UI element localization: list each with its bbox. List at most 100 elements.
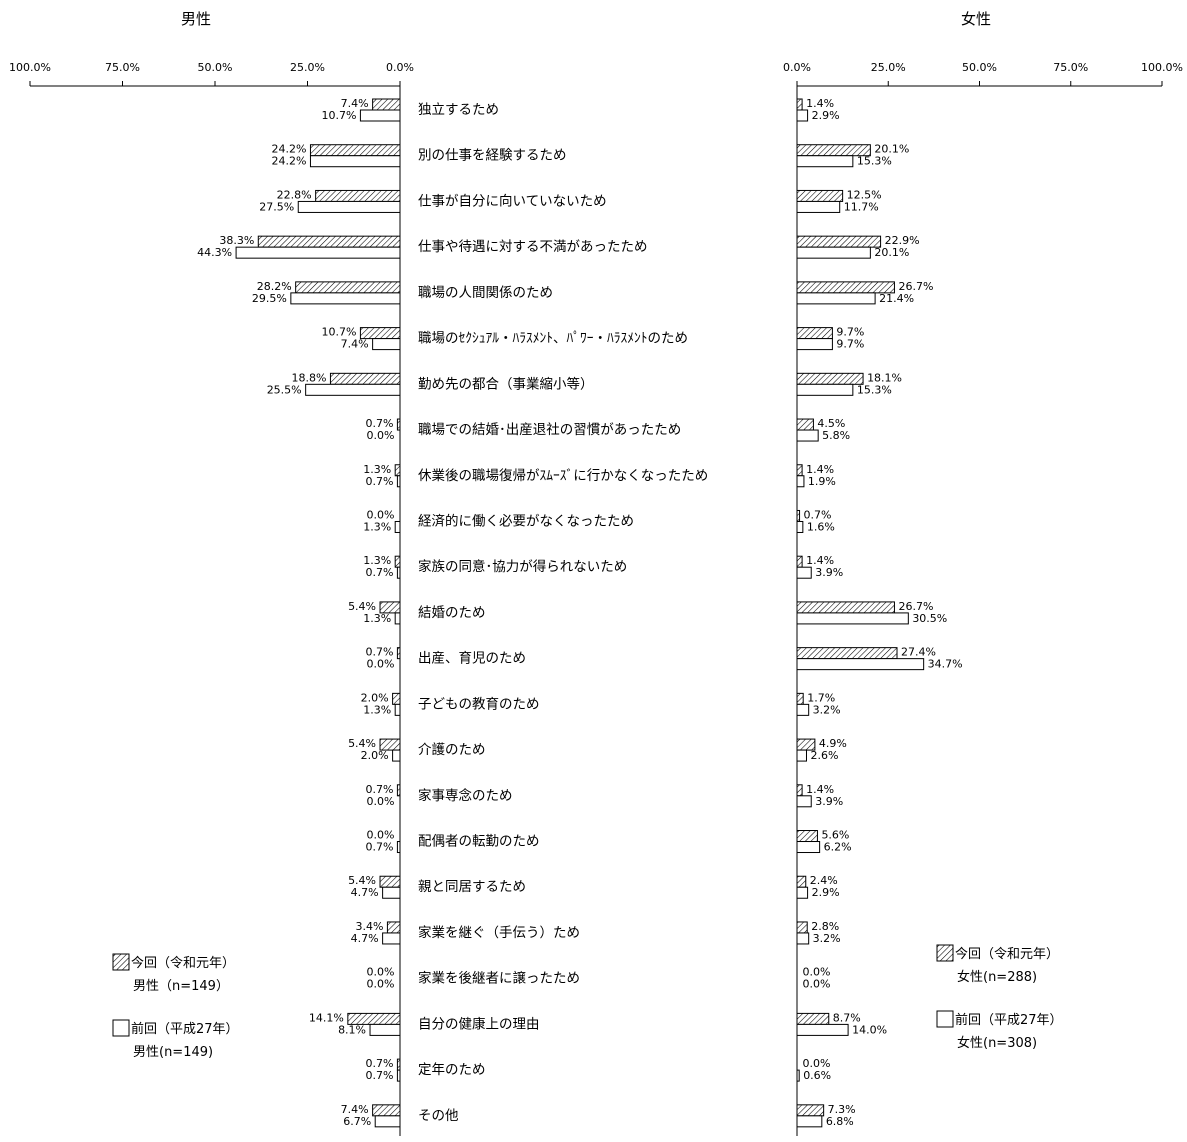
value-label-previous: 0.0% <box>803 978 831 991</box>
value-label-current: 38.3% <box>219 234 254 247</box>
panel-title-male: 男性 <box>181 10 211 28</box>
bar-previous <box>796 429 819 442</box>
bar-current <box>796 921 808 934</box>
value-label-current: 0.0% <box>367 508 395 521</box>
value-label-current: 9.7% <box>836 326 864 339</box>
bar-current <box>796 692 804 705</box>
value-label-previous: 0.0% <box>367 978 395 991</box>
bar-current <box>796 784 803 797</box>
value-label-current: 10.7% <box>321 326 356 339</box>
value-label-current: 12.5% <box>847 188 882 201</box>
value-label-current: 7.4% <box>341 1103 369 1116</box>
value-label-previous: 4.7% <box>351 932 379 945</box>
tick-label: 75.0% <box>1053 61 1088 74</box>
value-label-current: 1.4% <box>806 463 834 476</box>
value-label-previous: 1.3% <box>363 520 391 533</box>
tick-label: 100.0% <box>9 61 51 74</box>
bar-current <box>796 464 803 477</box>
value-label-current: 1.4% <box>806 554 834 567</box>
value-label-current: 7.4% <box>341 97 369 110</box>
value-label-previous: 0.6% <box>803 1069 831 1082</box>
value-label-previous: 0.7% <box>365 475 393 488</box>
panel-title-female: 女性 <box>961 10 991 28</box>
value-label-previous: 6.2% <box>824 841 852 854</box>
value-label-current: 2.4% <box>810 874 838 887</box>
legend-label: 前回（平成27年） <box>131 1021 239 1037</box>
bar-previous <box>396 841 401 854</box>
value-label-previous: 4.7% <box>351 886 379 899</box>
legend-swatch-current <box>936 944 954 962</box>
bar-previous <box>796 383 854 396</box>
bar-current <box>396 784 401 797</box>
category-label: 勤め先の都合（事業縮小等） <box>418 375 594 392</box>
bar-current <box>315 189 401 202</box>
bar-current <box>796 647 898 660</box>
bar-previous <box>796 612 909 625</box>
category-label: 独立するため <box>418 102 499 118</box>
value-label-previous: 21.4% <box>879 292 914 305</box>
bar-previous <box>796 1069 800 1082</box>
bar-previous <box>796 1023 849 1036</box>
value-label-previous: 44.3% <box>197 246 232 259</box>
category-label: 別の仕事を経験するため <box>418 148 567 164</box>
value-label-previous: 0.0% <box>367 658 395 671</box>
bar-current <box>796 327 833 340</box>
value-label-previous: 1.6% <box>807 520 835 533</box>
bar-previous <box>796 566 812 579</box>
value-label-previous: 15.3% <box>857 155 892 168</box>
legend-sample-size: 男性(n=149) <box>133 1045 213 1060</box>
bar-current <box>396 418 401 431</box>
value-label-current: 0.7% <box>365 646 393 659</box>
value-label-previous: 14.0% <box>852 1023 887 1036</box>
bar-previous <box>235 246 401 259</box>
legend-swatch-previous <box>936 1010 954 1028</box>
category-label: 子どもの教育のため <box>418 696 540 712</box>
bar-previous <box>297 200 401 213</box>
value-label-previous: 27.5% <box>259 200 294 213</box>
category-label: 家族の同意･協力が得られないため <box>418 558 627 575</box>
bar-current <box>394 555 401 568</box>
value-label-current: 5.6% <box>821 829 849 842</box>
value-label-current: 1.3% <box>363 463 391 476</box>
bar-previous <box>796 520 804 533</box>
bar-current <box>796 601 895 614</box>
bar-current <box>394 464 401 477</box>
value-label-previous: 34.7% <box>928 658 963 671</box>
value-label-current: 5.4% <box>348 737 376 750</box>
bar-previous <box>796 155 854 168</box>
bar-previous <box>396 1069 401 1082</box>
bar-current <box>257 235 401 248</box>
legend-label: 今回（令和元年） <box>131 955 235 971</box>
bar-previous <box>796 246 871 259</box>
bar-previous <box>796 475 805 488</box>
bar-current <box>386 921 401 934</box>
value-label-current: 22.9% <box>885 234 920 247</box>
bar-current <box>392 692 401 705</box>
bar-previous <box>796 658 925 671</box>
bar-previous <box>382 932 401 945</box>
bar-current <box>372 98 401 111</box>
value-label-current: 2.8% <box>811 920 839 933</box>
value-label-current: 0.7% <box>365 1057 393 1070</box>
value-label-previous: 6.8% <box>826 1115 854 1128</box>
bar-current <box>796 1012 830 1025</box>
bar-previous <box>796 200 841 213</box>
value-label-previous: 30.5% <box>912 612 947 625</box>
category-label: 定年のため <box>418 1062 486 1078</box>
bar-current <box>796 98 803 111</box>
value-label-previous: 3.2% <box>813 703 841 716</box>
value-label-previous: 10.7% <box>321 109 356 122</box>
tick-label: 50.0% <box>198 61 233 74</box>
category-label: 家業を継ぐ（手伝う）ため <box>418 924 580 941</box>
category-label: 仕事や待遇に対する不満があったため <box>418 239 648 255</box>
bar-current <box>372 1104 401 1117</box>
category-label: 休業後の職場復帰がｽﾑｰｽﾞに行かなくなったため <box>418 467 708 484</box>
value-label-current: 20.1% <box>874 143 909 156</box>
value-label-previous: 1.9% <box>808 475 836 488</box>
value-label-previous: 2.0% <box>361 749 389 762</box>
value-label-previous: 1.3% <box>363 703 391 716</box>
bar-previous <box>396 475 401 488</box>
bar-previous <box>796 886 809 899</box>
bar-current <box>796 830 818 843</box>
